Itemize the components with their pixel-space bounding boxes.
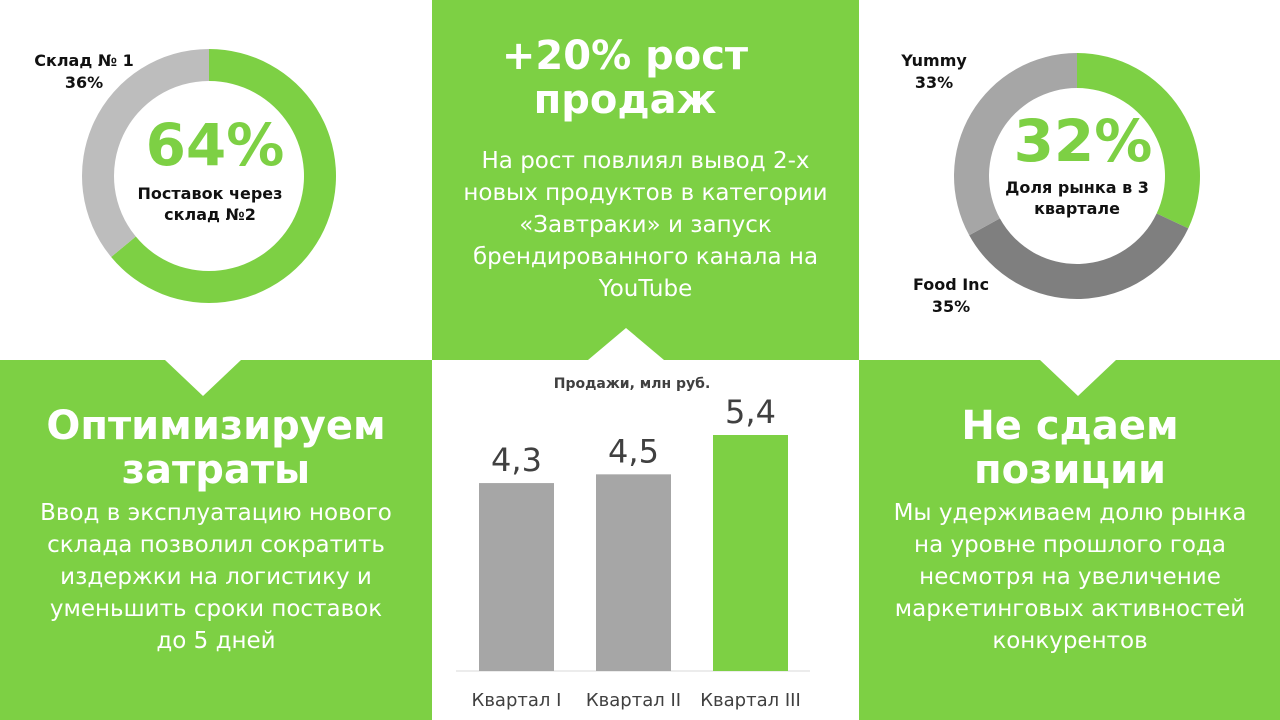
right-headline: Не сдаем позиции [961, 403, 1179, 493]
bar-category-label-2: Квартал III [700, 690, 801, 711]
left-body: Ввод в эксплуатацию нового склада позвол… [40, 500, 392, 654]
right-donut-chart [954, 53, 1200, 299]
right-pointer [1040, 360, 1116, 396]
left-outside-label: Склад № 1 36% [22, 50, 146, 94]
right-bottom-panel [859, 360, 1280, 720]
right-label-food-name: Food Inc [912, 275, 990, 294]
bar-2 [713, 435, 788, 671]
right-label-food: Food Inc 35% [895, 274, 1007, 318]
right-label-food-value: 35% [931, 297, 971, 316]
left-outside-label-value: 36% [64, 73, 104, 92]
bar-value-label-2: 5,4 [725, 393, 776, 431]
left-donut-chart [82, 49, 336, 303]
left-donut-slice-0 [111, 49, 336, 303]
bar-category-label-1: Квартал II [586, 690, 681, 711]
bar-category-label-0: Квартал I [472, 690, 562, 711]
left-pointer [165, 360, 241, 396]
right-label-yummy-value: 33% [914, 73, 954, 92]
right-label-yummy-name: Yummy [901, 51, 967, 70]
right-center-label: Доля рынка в 3 квартале [1005, 178, 1149, 218]
bar-1 [596, 474, 671, 671]
middle-body: На рост повлиял вывод 2-х новых продукто… [463, 148, 828, 302]
middle-headline: +20% рост продаж [501, 33, 749, 123]
left-bottom-panel [0, 360, 432, 720]
bar-chart-title: Продажи, млн руб. [554, 376, 711, 392]
bar-value-label-0: 4,3 [491, 441, 542, 479]
right-donut-slice-1 [969, 213, 1189, 299]
left-outside-label-name: Склад № 1 [34, 51, 134, 70]
left-center-label: Поставок через склад №2 [137, 184, 283, 224]
left-donut-slice-1 [82, 49, 209, 257]
right-center-value: 32% [1013, 107, 1153, 175]
middle-pointer [588, 328, 664, 360]
left-center-value: 64% [145, 111, 285, 179]
bar-0 [479, 483, 554, 671]
right-donut-slice-2 [954, 53, 1077, 236]
sales-bar-chart: Продажи, млн руб. 4,3 Квартал I 4,5 Квартал… [456, 376, 810, 711]
right-label-yummy: Yummy 33% [880, 50, 988, 94]
right-donut-slice-0 [1077, 53, 1200, 229]
left-headline: Оптимизируем затраты [46, 403, 386, 493]
middle-top-panel [432, 0, 859, 360]
right-body: Мы удерживаем долю рынка на уровне прошл… [893, 500, 1247, 654]
bar-value-label-1: 4,5 [608, 432, 659, 470]
